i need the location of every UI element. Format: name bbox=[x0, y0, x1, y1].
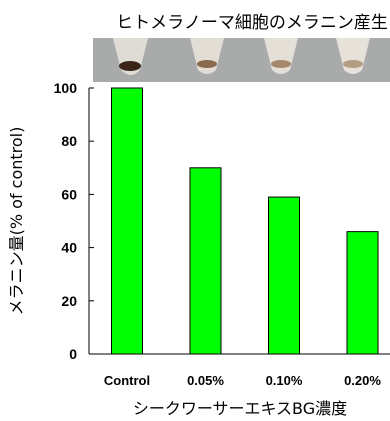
y-tick-label-5: 80 bbox=[61, 133, 77, 149]
tube-1 bbox=[113, 38, 148, 75]
y-tick-label-2: 20 bbox=[61, 293, 77, 309]
tube-4 bbox=[336, 38, 370, 74]
chart-title: ヒトメラノーマ細胞のメラニン産生 bbox=[116, 13, 388, 33]
y-axis-ticks: 0 20 40 60 80 100 bbox=[54, 80, 94, 362]
x-tick-label-3: 0.10% bbox=[266, 373, 303, 388]
bar-1 bbox=[111, 87, 143, 355]
y-tick-label-1: 0 bbox=[69, 346, 77, 362]
bar-3 bbox=[268, 196, 300, 355]
tube-3 bbox=[264, 38, 298, 74]
x-axis-label: シークワーサーエキスBG濃度 bbox=[133, 399, 347, 418]
bar-4 bbox=[346, 231, 379, 355]
y-tick-label-4: 60 bbox=[61, 186, 77, 202]
x-tick-label-2: 0.05% bbox=[187, 373, 224, 388]
y-tick-label-3: 40 bbox=[61, 240, 77, 256]
tube-2 bbox=[190, 38, 224, 74]
y-tick-label-6: 100 bbox=[54, 80, 78, 96]
x-tick-label-4: 0.20% bbox=[344, 373, 381, 388]
x-tick-label-1: Control bbox=[104, 373, 150, 388]
bar-2 bbox=[189, 167, 222, 355]
y-axis-label: メラニン量(% of control) bbox=[7, 127, 26, 316]
bar-series bbox=[111, 87, 379, 355]
tube-photo bbox=[93, 38, 390, 82]
x-axis-ticks: Control 0.05% 0.10% 0.20% bbox=[104, 373, 381, 388]
